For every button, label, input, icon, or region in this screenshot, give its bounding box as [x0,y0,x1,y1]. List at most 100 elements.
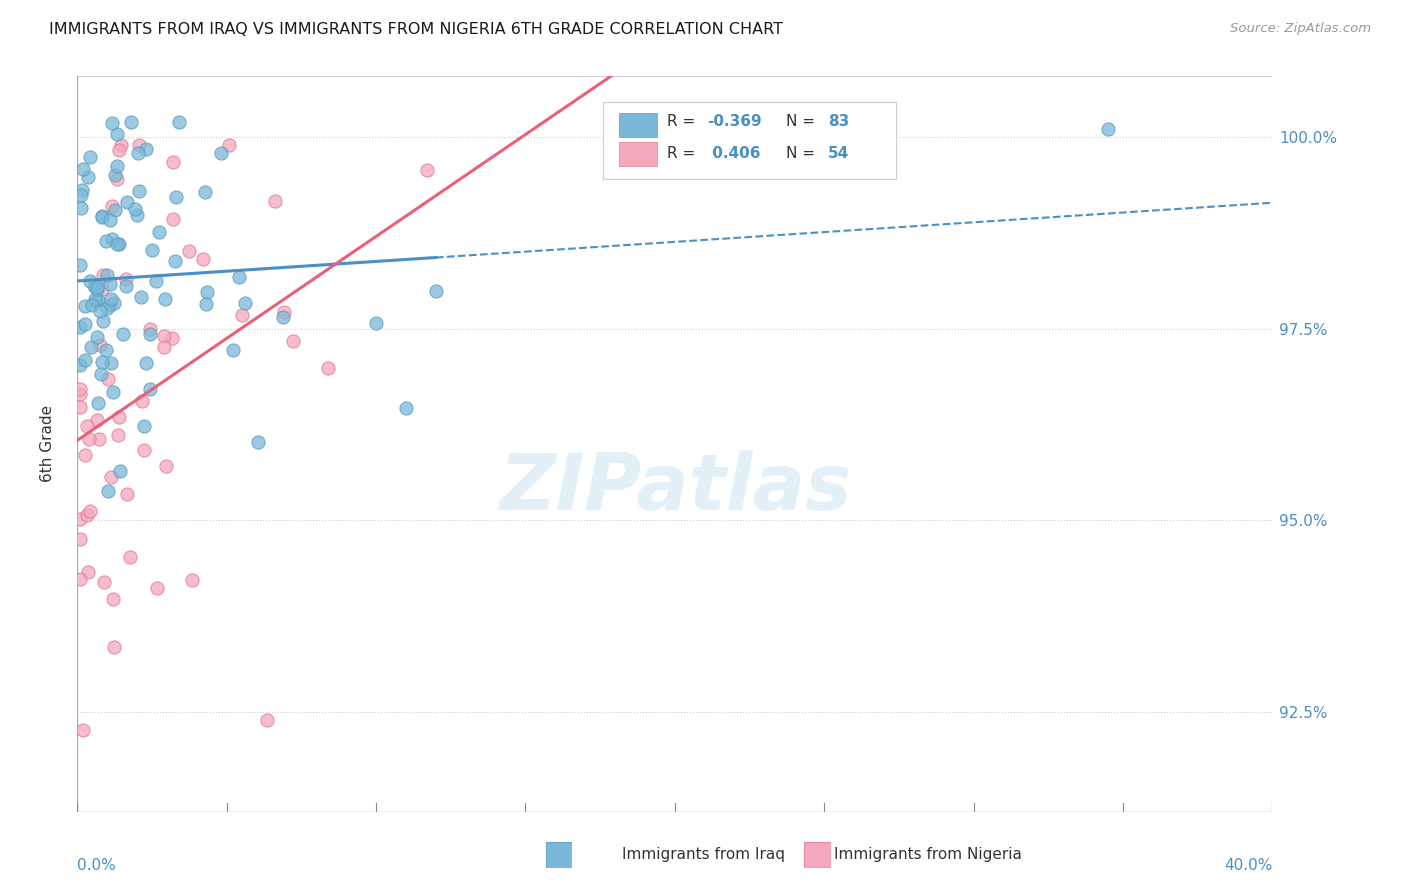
Point [162,331,184,345]
Point [108,237,131,252]
Point [77,432,100,446]
Point [101,591,124,606]
Text: ZIPatlas: ZIPatlas [499,450,851,526]
Point [222,343,245,358]
Point [83,278,105,293]
Point [69,387,91,401]
Point [139,322,162,336]
Point [93,575,115,590]
Text: R =: R = [666,145,700,161]
Point [120,550,142,565]
FancyBboxPatch shape [619,142,657,166]
Point [131,394,153,409]
Point [103,640,125,655]
Point [135,141,157,155]
Point [69,533,91,547]
Point [1097,122,1119,136]
Point [114,271,136,285]
Point [193,252,215,266]
Point [79,149,101,163]
Point [283,334,305,348]
Point [263,194,285,208]
Point [131,290,153,304]
Point [69,382,91,396]
Point [91,210,114,224]
Point [94,234,117,248]
Point [93,268,115,282]
Point [162,155,184,169]
Text: R =: R = [666,114,700,129]
Point [124,202,146,216]
Point [105,237,128,252]
Point [96,343,118,358]
Point [228,269,250,284]
Point [89,303,111,318]
Point [87,396,110,410]
Point [69,319,91,334]
Point [162,212,184,227]
Point [114,279,136,293]
Point [89,337,111,351]
Point [153,329,176,343]
Point [195,285,218,299]
Point [79,274,101,288]
Point [120,115,142,129]
Text: Immigrants from Nigeria: Immigrants from Nigeria [834,847,1022,862]
Point [112,327,135,342]
Point [153,340,176,354]
Point [100,356,122,370]
Point [108,464,131,478]
Text: 6th Grade: 6th Grade [39,405,55,483]
Point [155,458,177,473]
Point [100,116,122,130]
Point [76,419,98,434]
Point [86,282,108,296]
Point [77,565,100,579]
Point [209,145,232,160]
Point [425,284,447,298]
Point [86,280,108,294]
Point [97,483,120,498]
Point [86,293,108,307]
Point [90,209,112,223]
Point [146,581,169,595]
Point [80,340,103,354]
Point [101,385,124,400]
Text: N =: N = [786,145,820,161]
Point [69,258,91,272]
Point [84,294,107,309]
FancyBboxPatch shape [619,112,657,136]
Point [165,190,187,204]
Point [139,326,162,341]
Point [273,304,295,318]
Point [70,201,93,215]
Point [107,427,129,442]
Point [167,115,190,129]
Point [69,573,91,587]
Point [90,367,112,381]
Point [75,448,97,462]
Point [79,504,101,518]
Point [100,213,122,227]
Point [72,161,94,176]
Text: 0.0%: 0.0% [77,858,117,872]
Point [70,188,93,202]
Point [86,330,108,344]
Point [73,317,96,331]
Text: 40.0%: 40.0% [1225,858,1272,872]
Text: 0.406: 0.406 [707,145,761,161]
Point [105,159,128,173]
Point [115,194,138,209]
Point [125,208,148,222]
Point [100,199,122,213]
Point [70,183,93,197]
Point [395,401,418,415]
Point [416,162,439,177]
Point [77,169,100,184]
Text: 83: 83 [828,114,849,129]
Point [177,244,200,259]
Point [97,372,120,386]
Point [104,168,127,182]
Point [86,412,108,426]
Point [132,443,155,458]
